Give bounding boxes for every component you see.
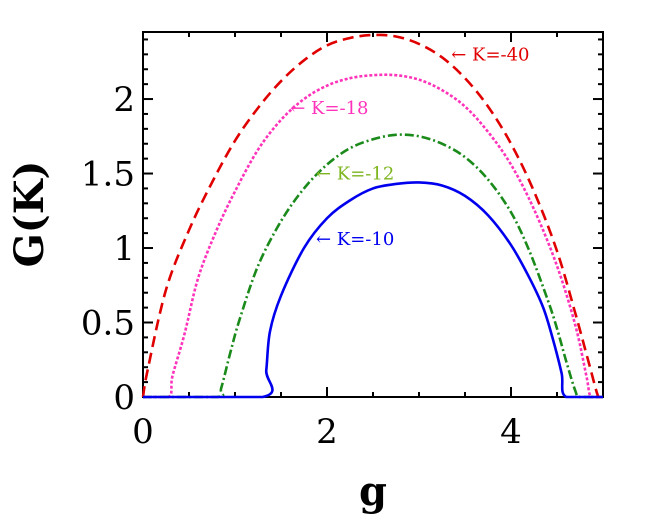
y-tick-label: 0.5 bbox=[81, 304, 135, 344]
x-tick-label: 4 bbox=[500, 412, 522, 452]
series-line-k12 bbox=[143, 133, 603, 399]
y-tick-label: 2 bbox=[113, 80, 135, 120]
y-tick-label: 1 bbox=[113, 229, 135, 269]
annotation-label: ← K=-40 bbox=[451, 44, 529, 65]
annotation-label: ← K=-10 bbox=[316, 229, 394, 250]
x-axis-title: g bbox=[359, 468, 387, 515]
series-group bbox=[141, 33, 603, 399]
tick-labels: 0 2 4 0 0.5 1 1.5 2 bbox=[81, 80, 522, 452]
y-axis-title: G(K) bbox=[6, 161, 53, 268]
y-tick-label: 1.5 bbox=[81, 155, 135, 195]
y-tick-label: 0 bbox=[113, 378, 135, 418]
axis-ticks bbox=[142, 32, 604, 398]
x-tick-label: 2 bbox=[316, 412, 338, 452]
annotation-label: ← K=-18 bbox=[290, 98, 368, 119]
series-line-k40 bbox=[141, 33, 603, 399]
plot-frame bbox=[142, 31, 604, 398]
x-tick-label: 0 bbox=[132, 412, 154, 452]
annotation-label: ← K=-12 bbox=[316, 163, 394, 184]
series-line-k10 bbox=[143, 181, 603, 399]
annotations: ← K=-40 ← K=-18 ← K=-12 ← K=-10 bbox=[290, 44, 529, 250]
